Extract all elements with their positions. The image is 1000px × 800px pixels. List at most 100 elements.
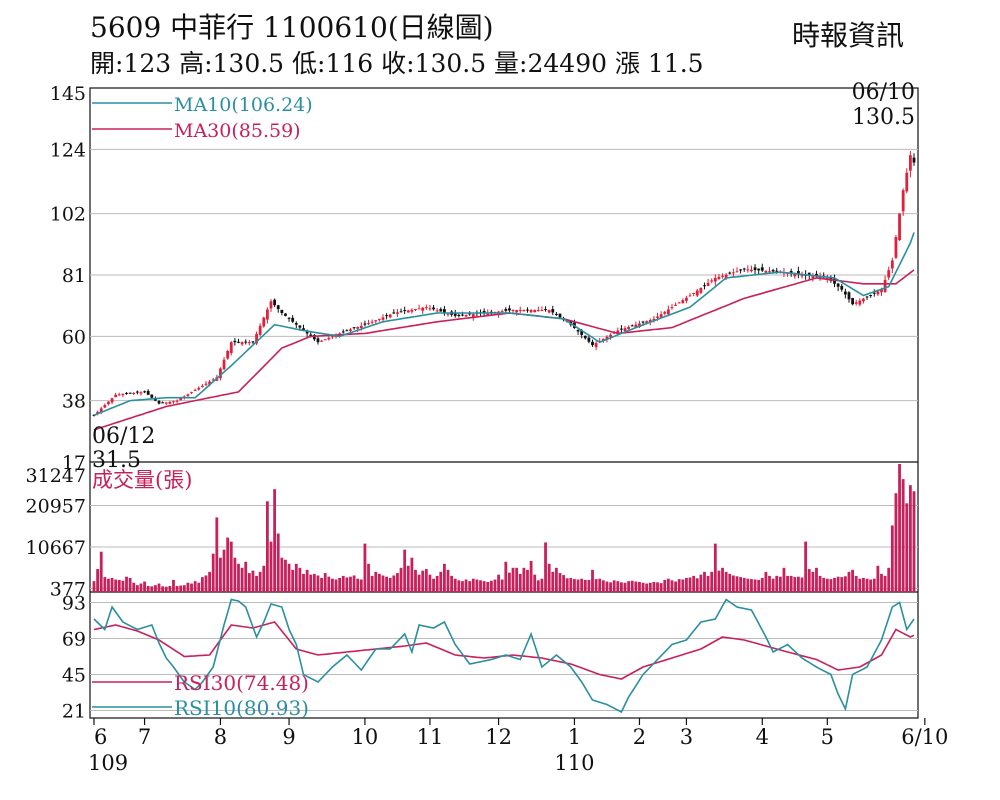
x-month-label: 2 (633, 725, 646, 749)
candle-body (847, 292, 851, 300)
volume-bar (182, 585, 186, 592)
volume-bar (544, 542, 547, 592)
rsi-tick-label: 21 (62, 701, 86, 723)
candle-body (890, 260, 894, 269)
volume-bar (247, 573, 251, 592)
volume-bar (656, 582, 659, 592)
volume-bar (529, 560, 533, 592)
candle-body (157, 400, 161, 404)
volume-bar (760, 577, 764, 592)
candle-body (211, 379, 215, 381)
candle-body (320, 340, 323, 342)
candle-body (417, 308, 421, 310)
volume-bar (746, 578, 750, 592)
volume-bar (612, 580, 616, 592)
volume-bar (117, 579, 121, 592)
candle-body (706, 282, 710, 286)
volume-bar (493, 579, 497, 592)
x-month-label: 1 (568, 725, 581, 749)
candle-body (359, 325, 363, 328)
candle-body (280, 309, 284, 313)
volume-bar (500, 579, 504, 592)
volume-bar (139, 583, 143, 592)
low-value-annotation: 31.5 (92, 448, 141, 473)
candle-body (363, 323, 367, 325)
volume-bar (818, 575, 822, 592)
candle-body (309, 334, 313, 337)
volume-bar (536, 580, 540, 592)
candle-body (316, 338, 320, 343)
candle-body (341, 331, 345, 333)
volume-bar (396, 573, 399, 592)
candle-body (168, 401, 172, 404)
candle-body (836, 283, 840, 287)
volume-bar (504, 561, 508, 592)
volume-bar (666, 578, 670, 592)
volume-bar (511, 567, 515, 592)
candle-body (620, 328, 623, 330)
candle-body (237, 341, 240, 343)
volume-bar (331, 578, 334, 592)
candle-body (681, 300, 685, 304)
volume-bar (573, 579, 576, 592)
volume-bar (840, 577, 844, 592)
volume-bar (634, 581, 638, 592)
candle-body (110, 398, 114, 403)
volume-bar (255, 575, 258, 592)
candle-body (721, 275, 724, 277)
volume-bar (638, 581, 641, 592)
volume-bar (482, 581, 486, 592)
candle-body (291, 317, 295, 322)
volume-bar (468, 581, 472, 592)
volume-bar (200, 577, 204, 592)
candle-body (883, 279, 887, 292)
candle-body (251, 341, 255, 343)
candle-body (731, 272, 735, 274)
volume-bar (710, 571, 714, 592)
candle-body (269, 301, 273, 309)
candle-body (103, 405, 107, 408)
candle-body (710, 280, 714, 282)
volume-bar (569, 577, 573, 592)
x-year-label: 110 (554, 751, 594, 775)
candle-body (388, 314, 392, 318)
volume-bar (609, 582, 612, 592)
volume-bar (526, 569, 529, 592)
candle-body (825, 277, 829, 279)
candle-body (594, 343, 598, 348)
candle-body (403, 310, 407, 312)
volume-bar (601, 580, 605, 592)
candle-body (367, 323, 370, 325)
x-month-label: 7 (138, 725, 151, 749)
volume-bar (406, 565, 410, 592)
volume-bar (442, 563, 446, 592)
candle-body (457, 314, 461, 316)
candle-body (876, 291, 880, 295)
candle-body (135, 391, 139, 393)
volume-bar (352, 575, 356, 592)
volume-bar (161, 586, 165, 592)
volume-bar (312, 573, 316, 592)
candle-body (724, 274, 728, 279)
volume-bar (703, 571, 706, 592)
candle-body (121, 394, 125, 396)
candle-body (742, 268, 746, 270)
candle-body (652, 318, 656, 321)
volume-bar (706, 575, 710, 592)
candle-body (377, 318, 381, 320)
volume-bar (381, 575, 385, 592)
candle-body (840, 285, 844, 290)
candle-body (508, 308, 511, 311)
candle-body (442, 309, 446, 313)
volume-bar (244, 561, 248, 592)
volume-bar (558, 573, 562, 592)
volume-bar (96, 569, 100, 592)
candle-body (461, 314, 464, 316)
candle-body (908, 155, 912, 171)
volume-bar (428, 574, 432, 592)
volume-bar (276, 533, 280, 592)
volume-bar (547, 563, 551, 592)
volume-bar (771, 578, 775, 592)
volume-bar (883, 575, 887, 592)
candle-body (161, 402, 165, 404)
